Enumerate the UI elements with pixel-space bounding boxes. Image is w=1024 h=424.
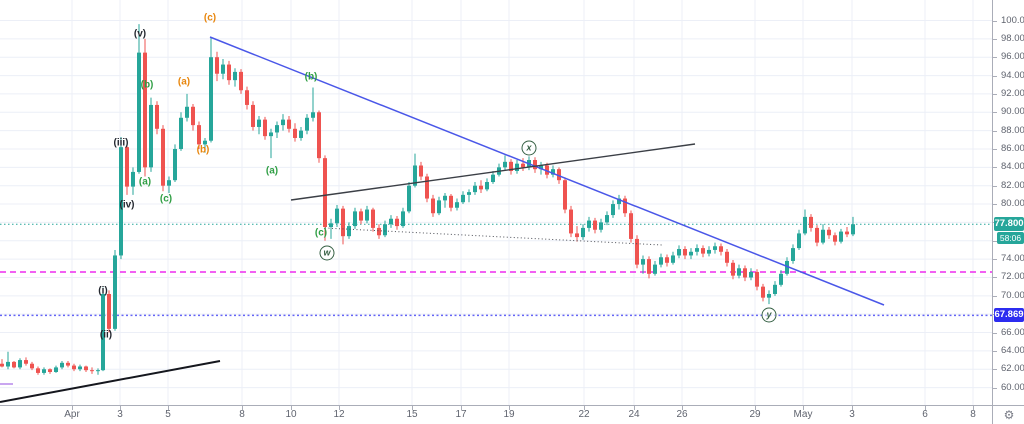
candles-layer (0, 24, 855, 375)
alert-price-badge: 67.869 (994, 308, 1024, 323)
wave-label-b[interactable]: (b) (140, 79, 154, 91)
wave-label-i[interactable]: (i) (98, 285, 108, 297)
price-tick-label: 62.000 (1001, 363, 1024, 375)
price-tick-label: 88.000 (1001, 124, 1024, 136)
last-price-badge: 77.800 (994, 217, 1024, 232)
time-tick-label: 12 (333, 409, 345, 420)
dotted-gray-trendline[interactable] (324, 227, 663, 246)
time-tick-label: 15 (406, 409, 418, 420)
price-tick-label: 64.000 (1001, 344, 1024, 356)
price-tick-label: 82.000 (1001, 179, 1024, 191)
price-tick-label: 92.000 (1001, 87, 1024, 99)
countdown-badge: 58:06 (997, 232, 1024, 245)
wave-label-a[interactable]: (a) (177, 76, 191, 88)
axis-settings-button[interactable]: ⚙ (993, 406, 1024, 424)
price-tick-label: 90.000 (1001, 106, 1024, 118)
wave-label-circled-w[interactable]: w (319, 245, 335, 261)
wave-label-circled-x[interactable]: x (521, 140, 537, 156)
price-tick-label: 74.000 (1001, 253, 1024, 265)
wave-label-c[interactable]: (c) (203, 12, 217, 24)
time-tick-label: 3 (849, 409, 855, 420)
wave-label-v[interactable]: (v) (133, 28, 147, 40)
time-tick-label: 26 (676, 409, 688, 420)
descending-trendline[interactable] (209, 36, 885, 306)
price-tick-label: 98.000 (1001, 32, 1024, 44)
time-tick-label: 6 (922, 409, 928, 420)
axis-settings-corner: ⚙ (992, 405, 1024, 424)
wave-label-iv[interactable]: (iv) (119, 199, 135, 211)
price-tick-label: 94.000 (1001, 69, 1024, 81)
candlestick-chart (0, 0, 992, 405)
time-tick-label: May (793, 409, 813, 420)
wave-label-c[interactable]: (c) (314, 227, 328, 239)
time-tick-label: 22 (578, 409, 590, 420)
price-tick-label: 72.000 (1001, 271, 1024, 283)
rising-mid-trendline[interactable] (290, 143, 696, 201)
time-tick-label: 29 (749, 409, 761, 420)
wave-label-circled-y[interactable]: y (761, 307, 777, 323)
time-tick-label: 3 (117, 409, 123, 420)
price-tick-label: 70.000 (1001, 289, 1024, 301)
wave-label-b[interactable]: (b) (196, 144, 210, 156)
gear-icon: ⚙ (1003, 408, 1015, 422)
price-tick-label: 86.000 (1001, 142, 1024, 154)
wave-label-a[interactable]: (a) (265, 165, 279, 177)
wave-label-c[interactable]: (c) (159, 193, 173, 205)
price-tick-label: 60.000 (1001, 381, 1024, 393)
wave-label-a[interactable]: (a) (138, 176, 152, 188)
time-tick-label: Apr (64, 409, 80, 420)
price-tick-label: 96.000 (1001, 51, 1024, 63)
price-tick-label: 66.000 (1001, 326, 1024, 338)
price-axis[interactable]: 100.000 98.000 96.000 94.000 92.000 90.000 88.… (992, 0, 1024, 405)
time-tick-label: 5 (165, 409, 171, 420)
wave-label-ii[interactable]: (ii) (99, 329, 113, 341)
wave-label-iii[interactable]: (iii) (113, 137, 129, 149)
rising-support-trendline[interactable] (0, 360, 221, 403)
time-tick-label: 8 (239, 409, 245, 420)
time-tick-label: 24 (628, 409, 640, 420)
price-tick-label: 84.000 (1001, 161, 1024, 173)
time-axis[interactable]: Apr 3 5 8 10 12 15 17 19 22 24 26 29 May 3 6 8 (0, 405, 992, 424)
time-tick-label: 17 (455, 409, 467, 420)
price-tick-label: 100.000 (1001, 14, 1024, 26)
time-tick-label: 19 (503, 409, 515, 420)
wave-label-b[interactable]: (b) (304, 71, 318, 83)
price-tick-label: 80.000 (1001, 198, 1024, 210)
chart-plot-area[interactable]: (i) (ii) (iii) (iv) (v) (a) (b) (c) (a) (b) (c) (a)… (0, 0, 992, 405)
time-tick-label: 8 (970, 409, 976, 420)
time-tick-label: 10 (285, 409, 297, 420)
